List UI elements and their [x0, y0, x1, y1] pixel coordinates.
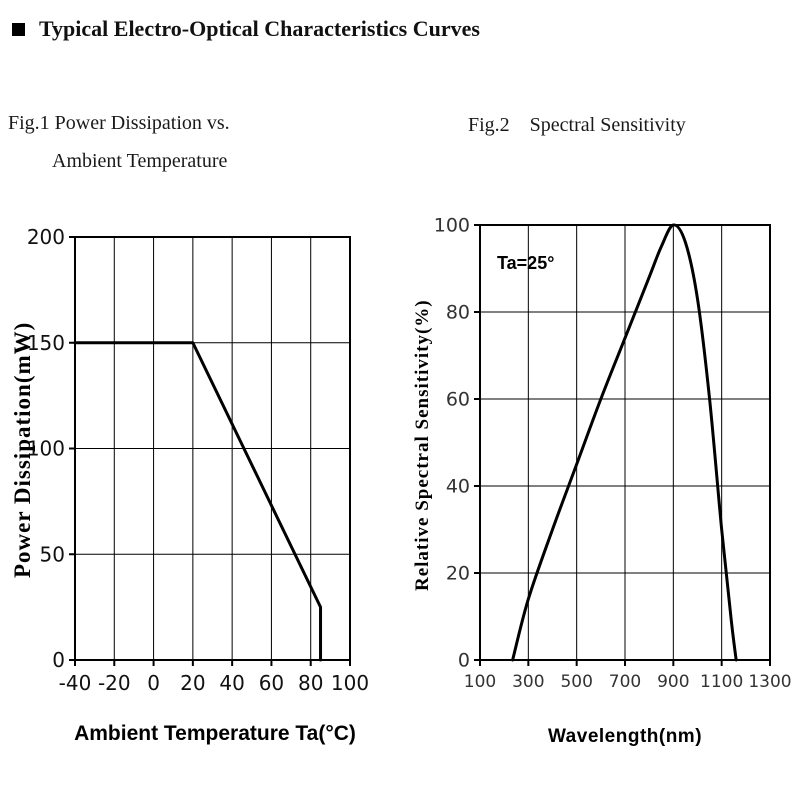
x-tick-label: 300 [512, 672, 544, 692]
y-tick-label: 0 [52, 648, 65, 672]
y-tick-label: 100 [434, 215, 470, 237]
section-header: Typical Electro-Optical Characteristics … [12, 16, 480, 42]
fig2-x-axis-title: Wavelength(nm) [547, 726, 703, 747]
page-title: Typical Electro-Optical Characteristics … [39, 16, 480, 41]
x-tick-label: 100 [464, 672, 496, 692]
x-tick-label: 1100 [700, 672, 743, 692]
fig2-spectral-sensitivity-chart: 100 300 500 700 900 1100 1300 0 20 40 60 80 100 [434, 215, 792, 692]
fig1-caption-line1: Fig.1 Power Dissipation vs. [8, 112, 230, 134]
x-tick-label: 100 [331, 671, 369, 695]
x-tick-label: 0 [147, 671, 160, 695]
fig2-y-axis-title: Relative Spectral Sensitivity(%) [412, 299, 433, 591]
fig1-y-axis-title: Power Dissipation(mW) [10, 321, 35, 579]
y-tick-label: 20 [446, 563, 470, 585]
fig1-power-dissipation-chart: -40 -20 0 20 40 60 80 100 0 50 100 150 200 [27, 225, 369, 695]
x-tick-label: 900 [657, 672, 689, 692]
x-tick-label: -20 [98, 671, 131, 695]
plot-border [74, 236, 351, 661]
y-tick-label: 40 [446, 476, 470, 498]
y-tick-label: 50 [40, 542, 65, 566]
y-tick-label: 80 [446, 302, 470, 324]
x-tick-label: 1300 [748, 672, 791, 692]
x-tick-label: 20 [180, 671, 205, 695]
fig2-caption: Fig.2 Spectral Sensitivity [468, 114, 686, 136]
y-tick-label: 100 [27, 437, 65, 461]
y-tick-label: 200 [27, 225, 65, 249]
x-tick-label: 40 [219, 671, 244, 695]
bullet-square-icon [12, 22, 25, 36]
x-tick-label: -40 [59, 671, 92, 695]
x-tick-label: 500 [560, 672, 592, 692]
fig1-caption-line2: Ambient Temperature [52, 150, 228, 172]
series-line-power-dissipation [73, 341, 323, 662]
y-tick-label: 150 [27, 331, 65, 355]
x-tick-label: 80 [298, 671, 323, 695]
y-tick-label: 60 [446, 389, 470, 411]
y-tick-label: 0 [458, 650, 470, 672]
series-line-relative-spectral-sensitivity [511, 223, 738, 662]
fig1-x-axis-title: Ambient Temperature Ta(°C) [74, 722, 356, 745]
x-tick-label: 60 [259, 671, 284, 695]
plot-border [479, 224, 771, 661]
fig2-temperature-annotation: Ta=25° [497, 253, 555, 273]
x-tick-label: 700 [609, 672, 641, 692]
